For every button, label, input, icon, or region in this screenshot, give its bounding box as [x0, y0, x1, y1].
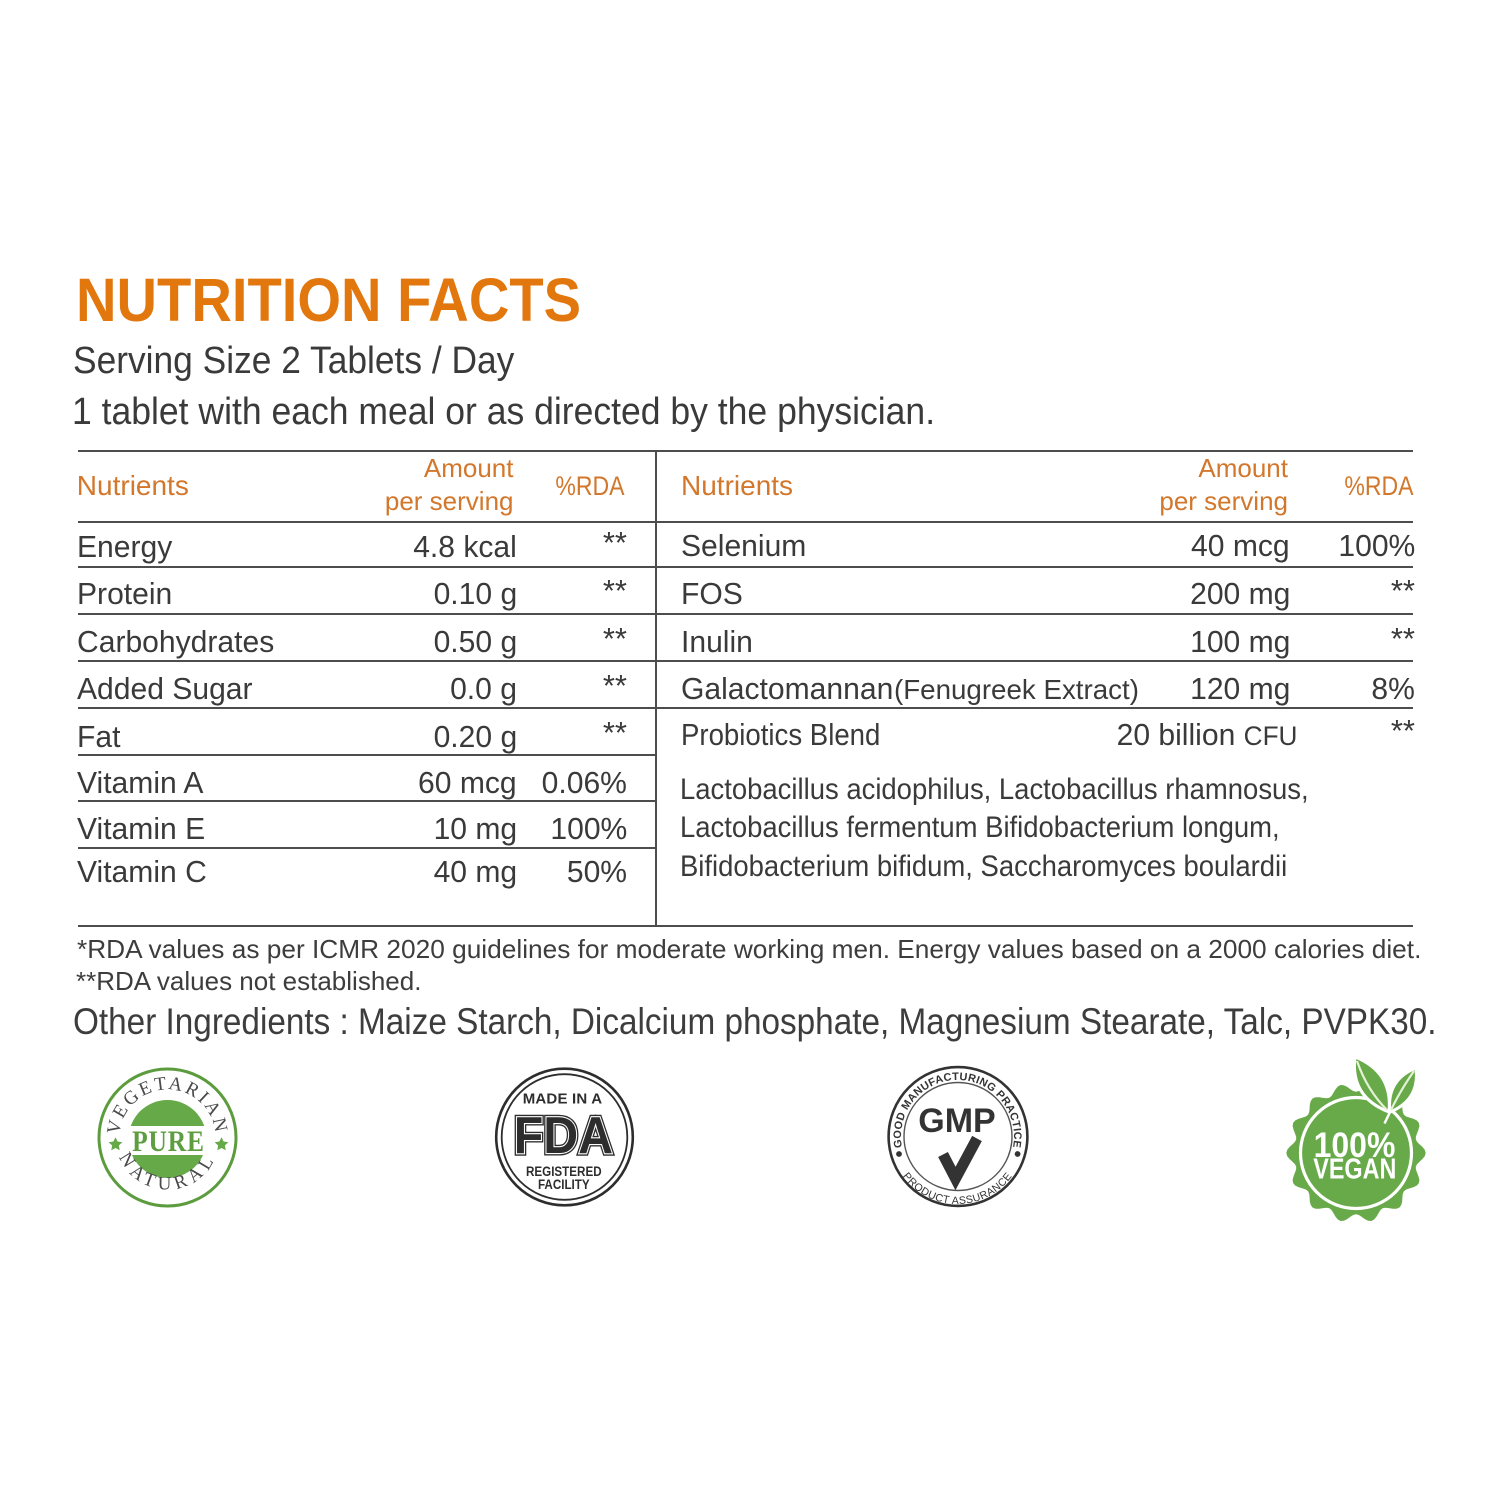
- svg-text:FDA: FDA: [514, 1106, 613, 1164]
- svg-text:100%: 100%: [1314, 1125, 1396, 1165]
- svg-text:MADE IN A: MADE IN A: [523, 1091, 603, 1108]
- svg-text:GMP: GMP: [918, 1102, 995, 1140]
- svg-text:FDA: FDA: [514, 1106, 613, 1164]
- svg-text:VEGAN: VEGAN: [1313, 1152, 1396, 1185]
- svg-text:PURE: PURE: [132, 1125, 205, 1158]
- svg-text:FACILITY: FACILITY: [538, 1176, 590, 1192]
- svg-text:FDA: FDA: [514, 1106, 613, 1164]
- svg-text:REGISTERED: REGISTERED: [526, 1163, 602, 1179]
